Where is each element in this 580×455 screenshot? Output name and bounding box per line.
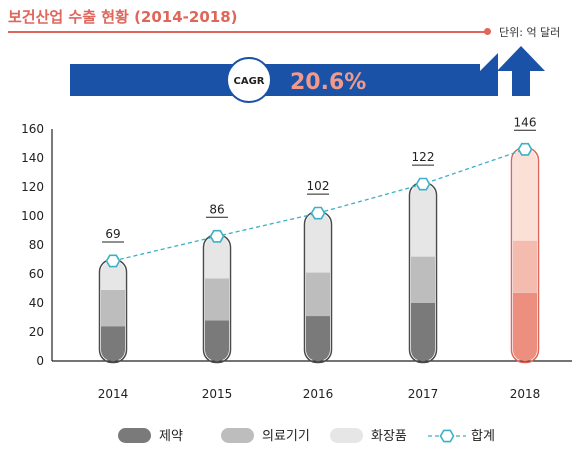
total-value-label: 122: [412, 150, 435, 164]
bar-segment-제약: [411, 303, 435, 361]
bar-2016: [306, 213, 330, 361]
y-tick-label: 0: [36, 354, 44, 368]
bar-segment-제약: [513, 292, 537, 361]
bar-segment-화장품: [513, 149, 537, 241]
total-line: 69 86 102 122 146: [102, 115, 537, 268]
legend-swatch: [221, 428, 254, 443]
bar-segment-의료기기: [205, 278, 229, 321]
x-tick-label: 2018: [510, 387, 541, 401]
cagr-badge: [226, 57, 272, 103]
total-marker: [517, 142, 533, 156]
bar-segment-의료기기: [306, 272, 330, 317]
bar-2014: [101, 260, 125, 361]
legend-label: 의료기기: [262, 429, 310, 444]
y-tick-label: 60: [29, 267, 44, 281]
y-tick-label: 100: [21, 209, 44, 223]
bar-segment-화장품: [411, 184, 435, 257]
bar-2018: [513, 149, 537, 361]
cagr-value: 20.6%: [290, 70, 366, 95]
total-value-label: 86: [209, 202, 224, 216]
cagr-banner-arrow: [70, 53, 498, 96]
total-value-label: 102: [307, 179, 330, 193]
y-tick-label: 40: [29, 296, 44, 310]
bar-2015: [205, 236, 229, 361]
legend-marker: [439, 429, 455, 443]
total-value-label: 146: [514, 115, 537, 129]
legend-label: 화장품: [371, 429, 407, 444]
bar-segment-의료기기: [101, 289, 125, 327]
bar-segment-화장품: [306, 213, 330, 273]
title-rule-dot: [484, 28, 491, 35]
total-marker: [310, 206, 326, 220]
legend-label: 합계: [471, 429, 495, 444]
total-marker: [105, 254, 121, 268]
total-marker: [209, 229, 225, 243]
y-tick-label: 80: [29, 238, 44, 252]
bar-2017: [411, 184, 435, 361]
legend-label: 제약: [159, 429, 183, 444]
y-tick-label: 160: [21, 122, 44, 136]
y-tick-label: 120: [21, 180, 44, 194]
cagr-label: CAGR: [234, 76, 265, 87]
total-value-label: 69: [105, 227, 120, 241]
x-tick-label: 2014: [98, 387, 129, 401]
bar-segment-제약: [101, 326, 125, 361]
y-tick-label: 20: [29, 325, 44, 339]
cagr-banner-arrowhead: [497, 46, 545, 96]
total-marker: [415, 177, 431, 191]
y-tick-label: 140: [21, 151, 44, 165]
title-rule: [8, 31, 486, 33]
legend-swatch: [118, 428, 151, 443]
cagr-banner: CAGR 20.6%: [70, 46, 545, 103]
chart-title: 보건산업 수출 현황 (2014-2018): [8, 8, 238, 26]
bar-segment-제약: [306, 316, 330, 361]
x-tick-label: 2016: [303, 387, 334, 401]
legend-swatch: [330, 428, 363, 443]
legend: 제약 의료기기 화장품 합계: [118, 428, 495, 444]
unit-label: 단위: 억 달러: [499, 26, 561, 39]
x-tick-label: 2015: [202, 387, 233, 401]
x-axis-labels: 2014 2015 2016 2017 2018: [98, 387, 541, 401]
bar-segment-의료기기: [411, 256, 435, 303]
bar-segment-제약: [205, 320, 229, 361]
bar-segment-의료기기: [513, 240, 537, 293]
bars: [98, 147, 540, 364]
x-tick-label: 2017: [408, 387, 439, 401]
bar-segment-화장품: [205, 236, 229, 279]
